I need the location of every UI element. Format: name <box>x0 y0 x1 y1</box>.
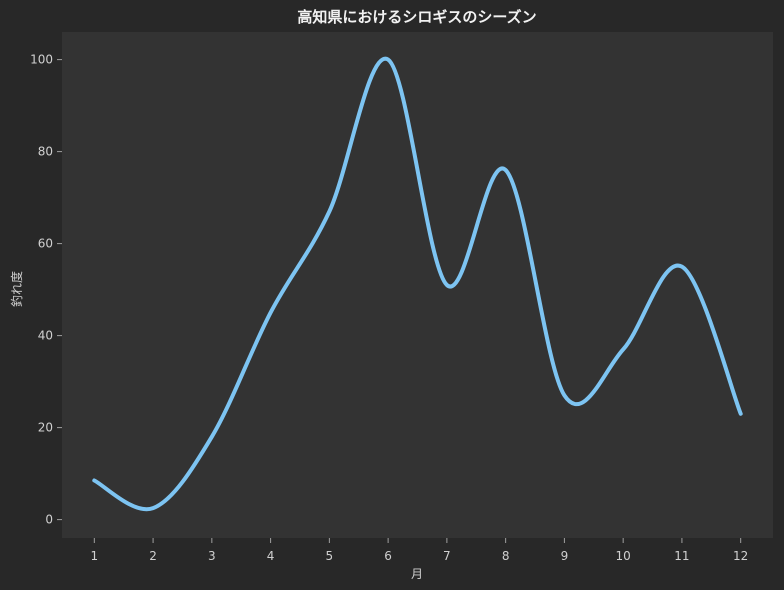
x-tick-label: 11 <box>674 549 689 563</box>
x-tick-label: 10 <box>616 549 631 563</box>
x-tick-label: 8 <box>502 549 510 563</box>
data-point <box>502 166 510 174</box>
x-tick-label: 9 <box>561 549 569 563</box>
data-point <box>325 207 333 215</box>
data-point <box>384 56 392 64</box>
y-axis: 0 20 40 60 80 100 <box>30 53 62 527</box>
plot-area <box>62 32 773 538</box>
y-tick-label: 40 <box>38 329 53 343</box>
x-tick-label: 3 <box>208 549 216 563</box>
y-tick-label: 20 <box>38 421 53 435</box>
data-point <box>443 281 451 289</box>
x-tick-label: 6 <box>384 549 392 563</box>
data-point <box>208 433 216 441</box>
series-layer <box>90 56 745 512</box>
y-axis-label: 釣れ度 <box>9 271 24 307</box>
y-tick-label: 80 <box>38 145 53 159</box>
y-tick-label: 60 <box>38 237 53 251</box>
x-tick-label: 12 <box>733 549 748 563</box>
data-point <box>737 410 745 418</box>
data-point <box>678 263 686 271</box>
x-tick-label: 7 <box>443 549 451 563</box>
chart-title: 高知県におけるシロギスのシーズン <box>297 8 536 26</box>
data-point <box>90 477 98 485</box>
data-point <box>149 504 157 512</box>
x-axis-label: 月 <box>411 567 423 581</box>
y-tick-label: 0 <box>45 513 53 527</box>
x-tick-label: 5 <box>326 549 334 563</box>
x-tick-label: 1 <box>90 549 98 563</box>
x-tick-label: 2 <box>149 549 157 563</box>
y-tick-label: 100 <box>30 53 53 67</box>
x-axis: 1 2 3 4 5 6 7 8 9 10 11 12 <box>90 538 748 563</box>
data-point <box>560 391 568 399</box>
x-tick-label: 4 <box>267 549 275 563</box>
data-point <box>619 345 627 353</box>
series-line <box>92 56 743 512</box>
data-point <box>267 309 275 317</box>
